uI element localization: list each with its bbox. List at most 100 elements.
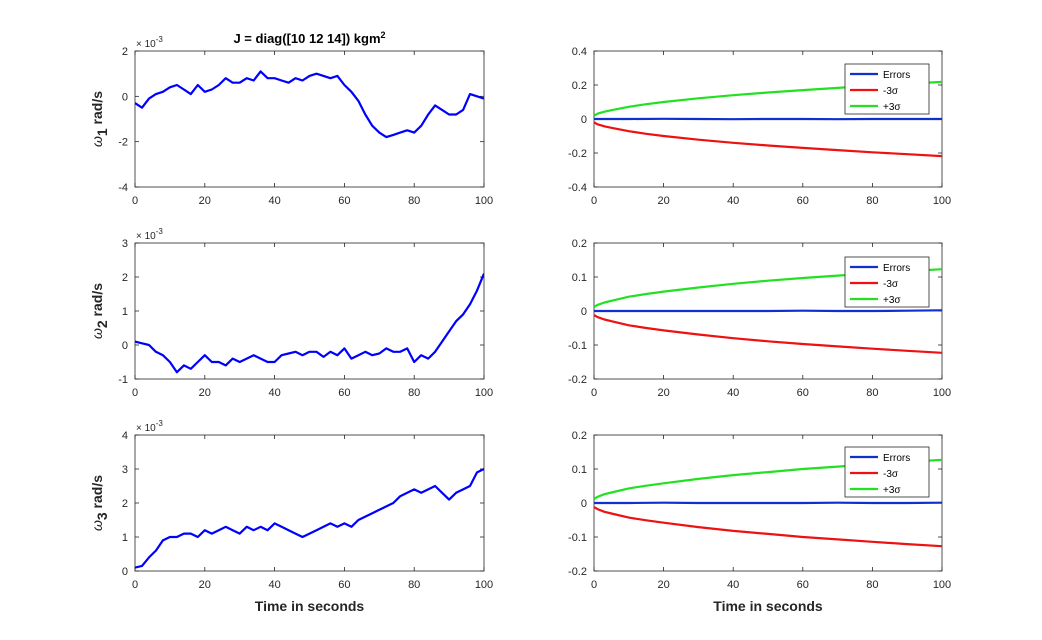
y-tick-label: 0.2 (572, 430, 587, 442)
y-tick-label: -0.4 (568, 182, 587, 194)
x-tick-label: 0 (591, 195, 597, 207)
y-tick-label: -0.1 (568, 340, 587, 352)
y-tick-label: 1 (122, 306, 128, 318)
legend: Errors -3σ +3σ (844, 446, 930, 498)
x-tick-label: 60 (797, 579, 809, 591)
legend-label: +3σ (883, 102, 901, 113)
y-tick-label: 0.2 (572, 238, 587, 250)
x-tick-label: 40 (727, 387, 739, 399)
x-tick-label: 20 (657, 195, 669, 207)
chart-err2: 0 20 40 60 80 100 -0.2 -0.1 0 0.1 0.2 Errors -3σ +3σ (568, 238, 951, 399)
chart-omega1: 0 20 40 60 80 100 -4 -2 0 2 × 10-3 ω1 rad/s (89, 35, 493, 207)
x-tick-label: 20 (199, 579, 211, 591)
legend-label: -3σ (883, 279, 899, 290)
x-tick-label: 100 (933, 387, 951, 399)
y-tick-label: -4 (118, 182, 128, 194)
y-tick-label: 0 (581, 498, 587, 510)
chart-omega3: 0 20 40 60 80 100 0 1 2 3 4 × 10-3 ω3 rad/s Time in s… (89, 419, 493, 614)
y-tick-label: 0 (581, 306, 587, 318)
y-tick-label: 0.2 (572, 80, 587, 92)
x-tick-label: 100 (933, 195, 951, 207)
y-axis-label: ω1 rad/s (89, 91, 110, 147)
chart-err1: 0 20 40 60 80 100 -0.4 -0.2 0 0.2 0.4 Errors -3σ +3σ (568, 46, 951, 207)
y-tick-label: -1 (118, 374, 128, 386)
x-axis-label: Time in seconds (713, 598, 823, 614)
series-line-omega1 (135, 70, 484, 139)
y-tick-label: -0.2 (568, 148, 587, 160)
legend-label: Errors (883, 263, 910, 274)
legend-label: Errors (883, 70, 910, 81)
exponent-label: × 10-3 (136, 419, 163, 434)
x-tick-label: 80 (408, 387, 420, 399)
y-axis-label: ω3 rad/s (89, 475, 110, 531)
series-line-omega3 (135, 468, 484, 569)
x-tick-label: 60 (797, 195, 809, 207)
x-tick-label: 20 (657, 579, 669, 591)
legend: Errors -3σ +3σ (844, 256, 930, 308)
x-tick-label: 40 (727, 195, 739, 207)
chart-err3: 0 20 40 60 80 100 -0.2 -0.1 0 0.1 0.2 Time in secon… (568, 430, 951, 614)
x-tick-label: 100 (933, 579, 951, 591)
y-tick-label: -0.2 (568, 374, 587, 386)
legend-label: +3σ (883, 485, 901, 496)
legend: Errors -3σ +3σ (844, 63, 930, 115)
series-line-minus3 (594, 314, 942, 354)
series-line-omega2 (135, 273, 484, 374)
y-tick-label: 2 (122, 46, 128, 58)
exponent-label: × 10-3 (136, 227, 163, 242)
y-tick-label: -0.1 (568, 532, 587, 544)
x-tick-label: 20 (199, 387, 211, 399)
y-tick-label: 0.4 (572, 46, 587, 58)
x-tick-label: 100 (475, 195, 493, 207)
y-tick-label: -0.2 (568, 566, 587, 578)
y-axis-label: ω2 rad/s (89, 283, 110, 339)
x-tick-label: 80 (866, 579, 878, 591)
y-tick-label: 3 (122, 464, 128, 476)
axes-box (134, 50, 485, 188)
figure-title: J = diag([10 12 14]) kgm2 (233, 30, 385, 46)
x-tick-label: 100 (475, 579, 493, 591)
x-tick-label: 60 (338, 195, 350, 207)
x-tick-label: 80 (408, 579, 420, 591)
x-tick-label: 60 (797, 387, 809, 399)
y-tick-label: 4 (122, 430, 128, 442)
y-tick-label: 0 (122, 566, 128, 578)
x-tick-label: 60 (338, 579, 350, 591)
x-tick-label: 80 (866, 387, 878, 399)
x-tick-label: 80 (866, 195, 878, 207)
y-tick-label: 0.1 (572, 272, 587, 284)
x-tick-label: 0 (591, 579, 597, 591)
x-tick-label: 40 (727, 579, 739, 591)
x-tick-label: 20 (199, 195, 211, 207)
y-tick-label: 0 (122, 340, 128, 352)
x-tick-label: 0 (132, 195, 138, 207)
series-line-minus3 (594, 121, 942, 158)
y-tick-label: 2 (122, 498, 128, 510)
y-tick-label: 0 (122, 91, 128, 103)
legend-label: Errors (883, 453, 910, 464)
legend-label: +3σ (883, 295, 901, 306)
legend-label: -3σ (883, 469, 899, 480)
y-tick-label: 0 (581, 114, 587, 126)
x-tick-label: 0 (591, 387, 597, 399)
x-tick-label: 0 (132, 579, 138, 591)
x-tick-label: 40 (268, 579, 280, 591)
series-line-minus3 (594, 506, 942, 548)
y-tick-label: 2 (122, 272, 128, 284)
x-tick-label: 80 (408, 195, 420, 207)
chart-omega2: 0 20 40 60 80 100 -1 0 1 2 3 × 10-3 ω2 rad/s (89, 227, 493, 399)
x-axis-label: Time in seconds (255, 598, 365, 614)
x-tick-label: 100 (475, 387, 493, 399)
x-tick-label: 20 (657, 387, 669, 399)
x-tick-label: 60 (338, 387, 350, 399)
y-tick-label: 3 (122, 238, 128, 250)
exponent-label: × 10-3 (136, 35, 163, 50)
y-tick-label: 0.1 (572, 464, 587, 476)
legend-label: -3σ (883, 86, 899, 97)
x-tick-label: 0 (132, 387, 138, 399)
x-tick-label: 40 (268, 387, 280, 399)
y-tick-label: 1 (122, 532, 128, 544)
series-line-Errors (594, 309, 942, 313)
x-tick-label: 40 (268, 195, 280, 207)
